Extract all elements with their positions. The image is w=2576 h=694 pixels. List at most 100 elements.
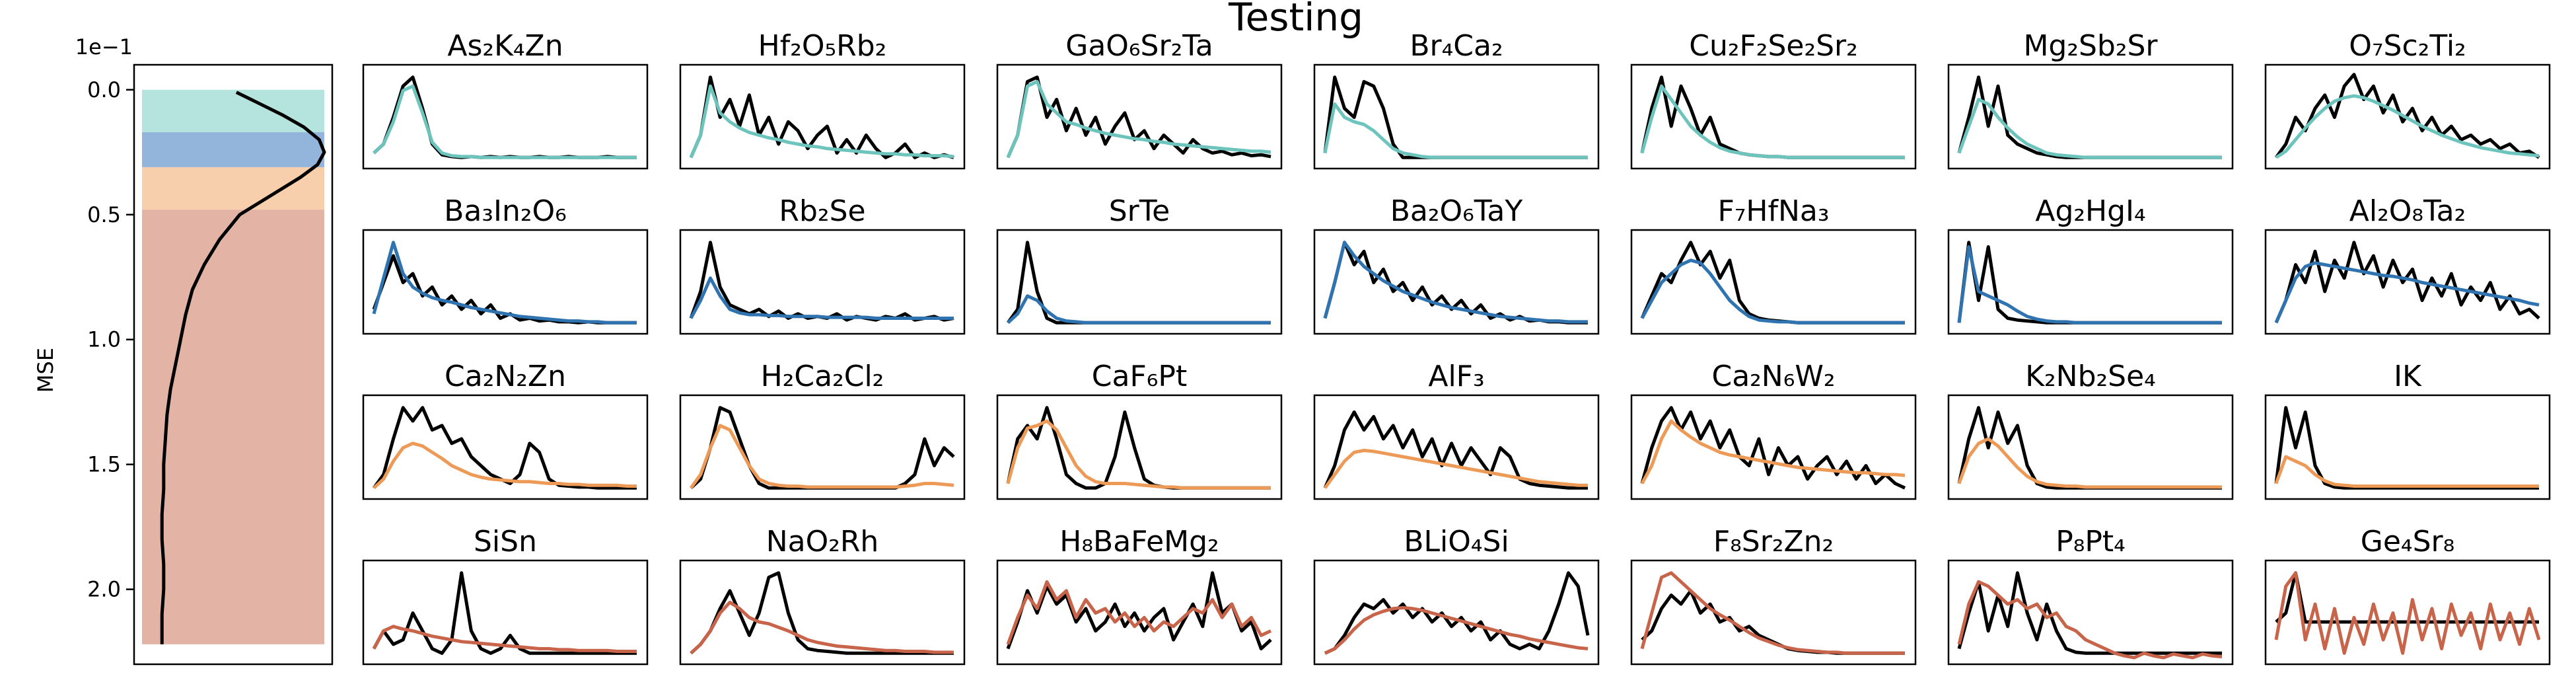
prediction-line <box>2274 455 2539 488</box>
panel-title: Ca₂N₂Zn <box>445 360 566 393</box>
prediction-line <box>1323 449 1588 489</box>
panel-title: NaO₂Rh <box>766 525 879 559</box>
panel-frame <box>1313 559 1600 666</box>
ground-truth-line <box>1957 571 2222 655</box>
prediction-line <box>1323 102 1588 159</box>
panel-title: F₈Sr₂Zn₂ <box>1713 525 1834 559</box>
panel-title: Al₂O₈Ta₂ <box>2349 194 2466 228</box>
panel-title: Hf₂O₅Rb₂ <box>758 29 887 63</box>
panel-frame <box>1630 63 1917 170</box>
panel-frame <box>996 63 1283 170</box>
spectrum-panel: SrTe <box>996 194 1283 335</box>
ground-truth-line <box>690 571 954 655</box>
prediction-line <box>1640 84 1905 159</box>
mse-band-3 <box>142 167 324 210</box>
panel-frame <box>2264 63 2551 170</box>
prediction-line <box>372 241 637 325</box>
panel-title: Ba₂O₆TaY <box>1390 194 1523 228</box>
spectrum-panel: Ca₂N₂Zn <box>362 360 649 500</box>
mse-y-tick-label: 2.0 <box>87 577 121 602</box>
panel-title: SiSn <box>474 525 537 559</box>
spectrum-panel: AlF₃ <box>1313 360 1600 500</box>
spectrum-panel: Br₄Ca₂ <box>1313 29 1600 170</box>
spectra-grid: As₂K₄Zn Hf₂O₅Rb₂ GaO₆Sr₂Ta Br₄Ca₂ Cu₂F₂Se₂Sr… <box>362 29 2551 666</box>
panel-title: H₈BaFeMg₂ <box>1059 525 1219 559</box>
prediction-line <box>1006 80 1271 159</box>
ground-truth-line <box>1006 75 1271 159</box>
prediction-line <box>689 424 954 489</box>
prediction-line <box>1640 571 1905 655</box>
panel-frame <box>362 394 649 500</box>
panel-title: F₇HfNa₃ <box>1717 194 1829 228</box>
panel-frame <box>1313 229 1600 335</box>
panel-title: Br₄Ca₂ <box>1410 29 1503 63</box>
ground-truth-line <box>1324 571 1590 655</box>
panel-title: Ag₂HgI₄ <box>2035 194 2145 228</box>
prediction-line <box>373 442 637 490</box>
ground-truth-line <box>372 571 637 655</box>
panel-frame <box>996 559 1283 666</box>
mse-band-4 <box>142 210 324 644</box>
panel-frame <box>679 559 966 666</box>
spectrum-panel: NaO₂Rh <box>679 525 966 666</box>
prediction-line <box>690 600 954 655</box>
panel-title: GaO₆Sr₂Ta <box>1065 29 1213 63</box>
panel-frame <box>2264 229 2551 335</box>
panel-frame <box>1947 394 2234 500</box>
spectrum-panel: F₇HfNa₃ <box>1630 194 1917 335</box>
panel-title: H₂Ca₂Cl₂ <box>761 360 884 393</box>
mse-y-tick-label: 0.5 <box>87 202 121 227</box>
prediction-line <box>2274 571 2541 655</box>
spectrum-panel: BLiO₄Si <box>1313 525 1600 666</box>
panel-title: Rb₂Se <box>779 194 865 228</box>
mse-density-curve <box>160 91 326 644</box>
spectrum-panel: H₂Ca₂Cl₂ <box>679 360 966 500</box>
panel-title: AlF₃ <box>1428 360 1484 393</box>
prediction-line <box>372 625 637 653</box>
panel-frame <box>1947 229 2234 335</box>
panel-title: Cu₂F₂Se₂Sr₂ <box>1689 29 1858 63</box>
prediction-line <box>1640 258 1905 325</box>
panel-title: O₇Sc₂Ti₂ <box>2349 29 2466 63</box>
panel-frame <box>996 394 1283 500</box>
spectrum-panel: IK <box>2264 360 2551 500</box>
panel-title: BLiO₄Si <box>1404 525 1509 559</box>
spectrum-panel: P₈Pt₄ <box>1947 525 2234 666</box>
ground-truth-line <box>1323 241 1588 325</box>
prediction-line <box>1640 419 1906 484</box>
prediction-line <box>1957 245 2222 325</box>
mse-band-1 <box>142 89 324 133</box>
prediction-line <box>1957 580 2223 660</box>
panel-frame <box>2264 559 2551 666</box>
mse-band-2 <box>142 132 324 167</box>
panel-frame <box>679 394 966 500</box>
spectrum-panel: Ge₄Sr₈ <box>2264 525 2551 666</box>
panel-title: K₂Nb₂Se₄ <box>2025 360 2156 393</box>
ground-truth-line <box>1640 75 1905 159</box>
spectrum-panel: Ba₂O₆TaY <box>1313 194 1600 335</box>
prediction-line <box>689 276 954 320</box>
spectrum-panel: Mg₂Sb₂Sr <box>1947 29 2234 170</box>
ground-truth-line <box>372 406 637 490</box>
spectrum-panel: Al₂O₈Ta₂ <box>2264 194 2551 335</box>
prediction-line <box>1006 580 1272 645</box>
panel-frame <box>1313 394 1600 500</box>
panel-title: Ba₃In₂O₆ <box>444 194 567 228</box>
panel-title: SrTe <box>1109 194 1170 228</box>
mse-scale-label: 1e−1 <box>75 34 133 59</box>
figure-title: Testing <box>1228 0 1363 40</box>
ground-truth-line <box>1957 241 2222 325</box>
ground-truth-line <box>2274 241 2540 324</box>
prediction-line <box>1324 605 1589 655</box>
prediction-line <box>689 84 954 159</box>
mse-axes-frame <box>133 63 334 666</box>
spectrum-panel: GaO₆Sr₂Ta <box>996 29 1283 170</box>
spectrum-panel: Hf₂O₅Rb₂ <box>679 29 966 170</box>
spectrum-panel: H₈BaFeMg₂ <box>996 525 1283 666</box>
panel-title: Ca₂N₆W₂ <box>1711 360 1835 393</box>
ground-truth-line <box>2274 406 2539 490</box>
mse-y-tick-label: 0.0 <box>87 77 121 102</box>
ground-truth-line <box>1640 241 1905 325</box>
panel-frame <box>2264 394 2551 500</box>
prediction-line <box>2274 261 2540 324</box>
